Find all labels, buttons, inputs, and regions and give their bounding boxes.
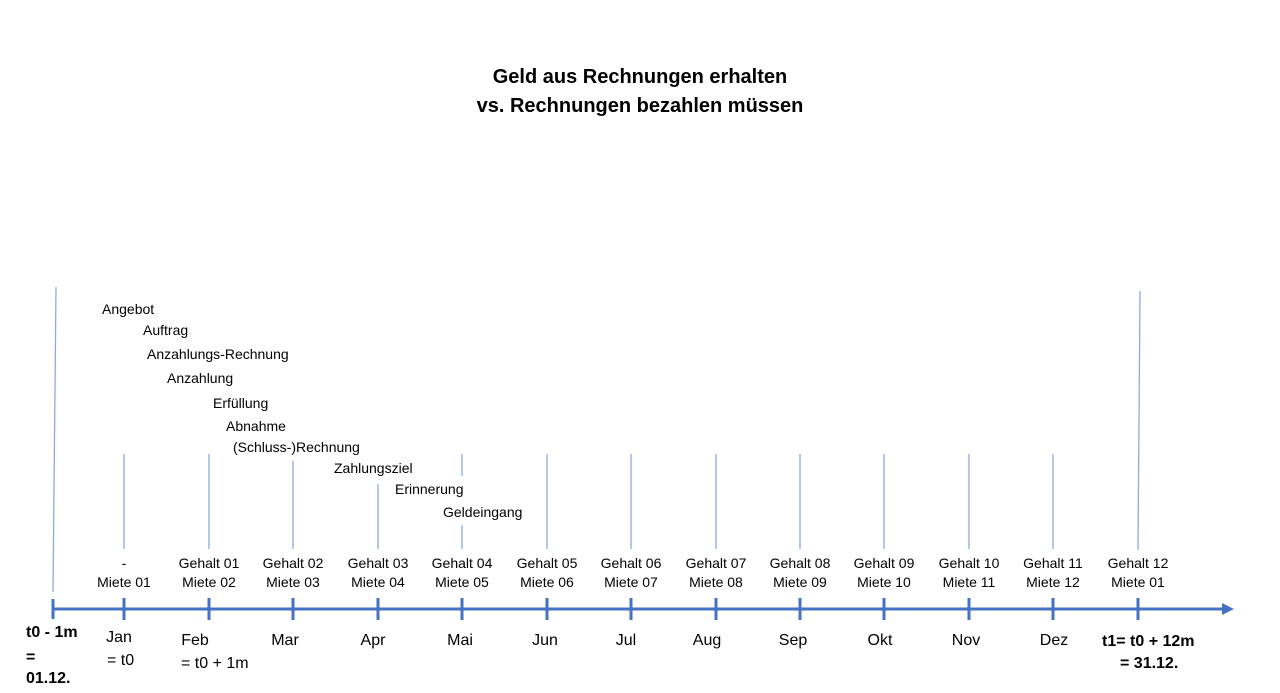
month-name: Jul [615, 632, 637, 649]
month-subtitle: = t0 + 1m [181, 655, 249, 672]
start-label-line1: t0 - 1m [26, 624, 78, 641]
miete-label: Miete 11 [942, 574, 996, 590]
miete-label: Miete 03 [266, 574, 320, 590]
miete-label: Miete 05 [435, 574, 489, 590]
gehalt-label: Gehalt 06 [600, 555, 662, 571]
month-name: Jan [106, 629, 132, 646]
process-step-label: (Schluss-)Rechnung [233, 439, 360, 455]
end-marker-line [1137, 290, 1141, 551]
miete-label: Miete 12 [1026, 574, 1080, 590]
process-step-label: Erinnerung [395, 481, 464, 497]
process-step-label: Anzahlung [167, 370, 234, 386]
gehalt-label: Gehalt 11 [1023, 555, 1083, 571]
diagram-title-line2: vs. Rechnungen bezahlen müssen [476, 95, 804, 117]
process-step-label: Auftrag [143, 322, 189, 338]
process-step-label: Abnahme [226, 418, 286, 434]
miete-label: Miete 07 [604, 574, 658, 590]
process-step-label: Erfüllung [213, 395, 269, 411]
gehalt-label: Gehalt 02 [262, 555, 324, 571]
miete-label: Miete 09 [773, 574, 827, 590]
month-name: Mai [447, 632, 473, 649]
gehalt-label: Gehalt 03 [347, 555, 409, 571]
miete-label: Miete 01 [97, 574, 151, 590]
month-name: Okt [867, 632, 893, 649]
month-name: Sep [778, 632, 808, 649]
month-subtitle: = t0 [107, 652, 135, 669]
miete-label: Miete 06 [520, 574, 574, 590]
month-name: Dez [1039, 632, 1069, 649]
gehalt-label: Gehalt 08 [769, 555, 831, 571]
start-marker-line [52, 286, 57, 593]
diagram-title-line1: Geld aus Rechnungen erhalten [492, 66, 788, 88]
month-name: Feb [181, 632, 209, 649]
process-step-label: Angebot [102, 301, 155, 317]
month-name: Nov [951, 632, 981, 649]
process-step-label: Zahlungsziel [334, 460, 413, 476]
miete-label: Miete 02 [182, 574, 236, 590]
end-label-line2: = 31.12. [1120, 655, 1179, 672]
miete-label: Miete 10 [857, 574, 911, 590]
end-label-line1: t1= t0 + 12m [1102, 633, 1195, 650]
axis-arrowhead [1222, 603, 1234, 615]
miete-label: Miete 08 [689, 574, 743, 590]
month-name: Apr [360, 632, 386, 649]
month-name: Mar [271, 632, 299, 649]
start-label-line3: 01.12. [26, 670, 71, 687]
process-step-label: Anzahlungs-Rechnung [147, 346, 289, 362]
gehalt-label: - [121, 555, 127, 571]
start-label-line2: = [26, 649, 36, 666]
month-name: Jun [532, 632, 558, 649]
gehalt-label: Gehalt 04 [431, 555, 493, 571]
month-name: Aug [692, 632, 722, 649]
gehalt-label: Gehalt 07 [685, 555, 747, 571]
gehalt-label: Gehalt 01 [178, 555, 240, 571]
process-step-label: Geldeingang [443, 504, 523, 520]
miete-label: Miete 01 [1111, 574, 1165, 590]
gehalt-label: Gehalt 09 [853, 555, 915, 571]
gehalt-label: Gehalt 10 [938, 555, 1000, 571]
miete-label: Miete 04 [351, 574, 405, 590]
gehalt-label: Gehalt 05 [516, 555, 578, 571]
gehalt-label: Gehalt 12 [1107, 555, 1169, 571]
